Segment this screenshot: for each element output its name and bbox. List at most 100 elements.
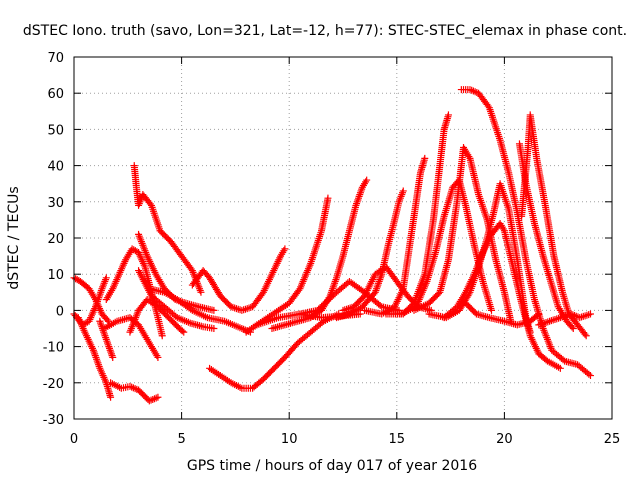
- x-tick-label: 15: [389, 432, 406, 447]
- series-12: [145, 285, 254, 336]
- data-point: [180, 328, 188, 336]
- data-point: [421, 154, 429, 162]
- data-point: [146, 200, 154, 208]
- series-3: [70, 274, 110, 329]
- data-point: [582, 332, 590, 340]
- data-point: [102, 274, 110, 282]
- data-point: [444, 111, 452, 119]
- data-point: [533, 311, 541, 319]
- series-26: [457, 86, 594, 380]
- data-point: [585, 311, 593, 319]
- y-tick-label: 0: [56, 304, 64, 319]
- y-tick-label: 60: [47, 87, 64, 102]
- data-point: [546, 317, 554, 325]
- data-point: [553, 315, 561, 323]
- x-tick-label: 20: [496, 432, 513, 447]
- data-point: [243, 305, 251, 313]
- series-6: [102, 245, 166, 340]
- data-point: [234, 305, 242, 313]
- data-point: [241, 305, 249, 313]
- data-point: [581, 330, 589, 338]
- data-point: [104, 317, 112, 325]
- data-point: [551, 315, 559, 323]
- data-point: [586, 310, 594, 318]
- series-29: [518, 111, 590, 340]
- data-point: [131, 385, 139, 393]
- series-5: [107, 379, 162, 405]
- data-point: [363, 176, 371, 184]
- series-18: [296, 277, 403, 318]
- data-points: [70, 86, 594, 405]
- data-point: [556, 364, 564, 372]
- series-8: [126, 296, 188, 336]
- data-point: [568, 323, 576, 331]
- data-point: [586, 372, 594, 380]
- data-point: [103, 316, 111, 324]
- data-point: [131, 247, 139, 255]
- data-point: [471, 88, 479, 96]
- y-tick-label: 50: [47, 123, 64, 138]
- data-point: [579, 312, 587, 320]
- series-27: [440, 220, 564, 372]
- y-axis-label: dSTEC / TECUs: [6, 186, 22, 289]
- y-tick-label: 10: [47, 268, 64, 283]
- data-point: [154, 353, 162, 361]
- y-tick-label: -10: [43, 341, 64, 356]
- data-point: [129, 384, 137, 392]
- data-point: [581, 312, 589, 320]
- data-point: [468, 86, 476, 94]
- series-28: [462, 299, 543, 329]
- data-point: [240, 306, 248, 314]
- data-point: [585, 370, 593, 378]
- data-point: [232, 305, 240, 313]
- x-tick-label: 10: [281, 432, 298, 447]
- data-point: [152, 394, 160, 402]
- data-point: [549, 316, 557, 324]
- data-point: [147, 396, 155, 404]
- y-tick-label: -20: [43, 377, 64, 392]
- data-point: [281, 245, 289, 253]
- y-axis-ticks: -30 -20 -10 0 10 20 30 40 50 60 70: [43, 51, 612, 428]
- data-point: [107, 393, 115, 401]
- data-point: [535, 310, 543, 318]
- y-tick-label: 20: [47, 232, 64, 247]
- data-point: [578, 313, 586, 321]
- y-tick-label: 30: [47, 196, 64, 211]
- series-19: [333, 187, 407, 322]
- grid: [74, 57, 612, 419]
- data-point: [571, 311, 579, 319]
- data-point: [569, 311, 577, 319]
- series-24: [410, 144, 515, 325]
- chart-title: dSTEC Iono. truth (savo, Lon=321, Lat=-1…: [23, 23, 627, 39]
- x-axis-ticks: 0 5 10 15 20 25: [70, 57, 620, 447]
- data-point: [126, 382, 134, 390]
- y-tick-label: 70: [47, 51, 64, 66]
- x-tick-label: 5: [177, 432, 185, 447]
- y-tick-label: 40: [47, 160, 64, 175]
- x-tick-label: 0: [70, 432, 78, 447]
- data-point: [356, 310, 364, 318]
- data-point: [187, 305, 195, 313]
- data-point: [569, 325, 577, 332]
- data-point: [128, 383, 136, 391]
- data-point: [145, 397, 153, 405]
- data-point: [158, 332, 166, 340]
- data-point: [210, 306, 218, 314]
- series-31: [535, 310, 594, 329]
- data-point: [567, 310, 575, 318]
- data-point: [583, 311, 591, 319]
- series-20: [339, 263, 435, 314]
- data-point: [324, 194, 332, 202]
- series-30: [515, 140, 577, 332]
- data-point: [376, 301, 384, 309]
- x-axis-label: GPS time / hours of day 017 of year 2016: [187, 458, 477, 474]
- x-tick-label: 25: [604, 432, 621, 447]
- data-point: [197, 288, 205, 296]
- data-point: [487, 306, 495, 314]
- series-13: [188, 245, 289, 314]
- data-point: [149, 395, 157, 403]
- data-point: [466, 86, 474, 94]
- data-point: [178, 327, 186, 335]
- data-point: [150, 395, 158, 403]
